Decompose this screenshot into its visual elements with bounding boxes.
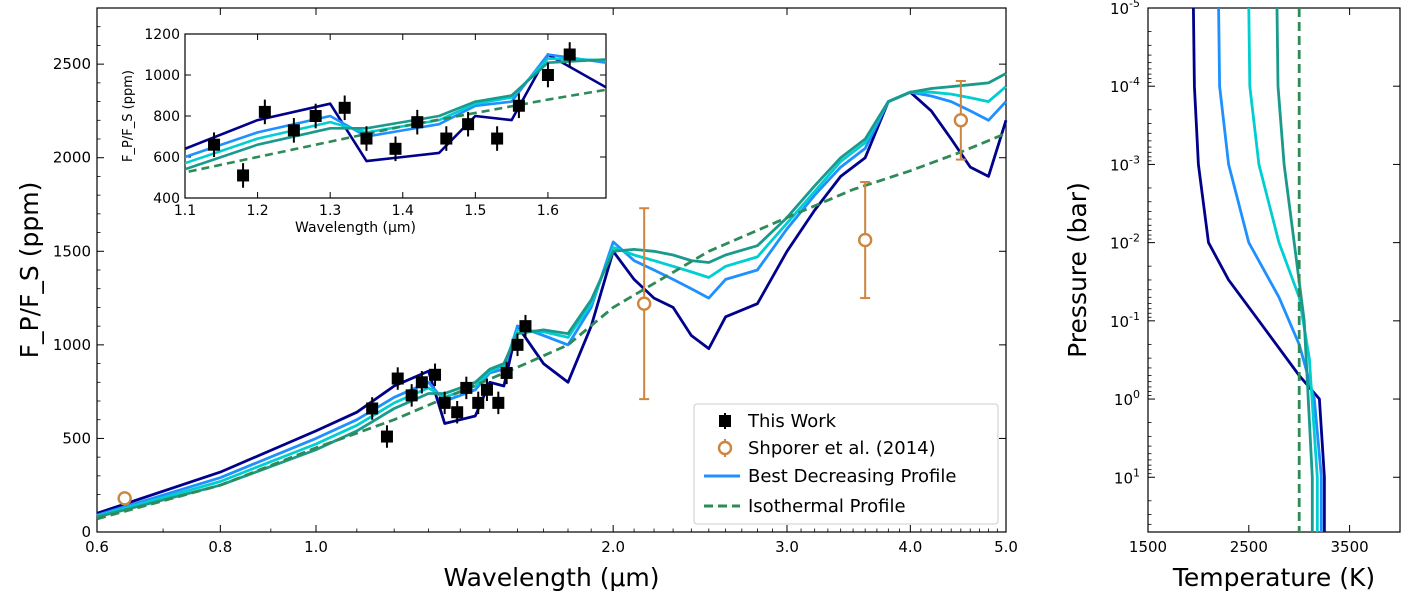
pt-series-line-0: [1192, 8, 1326, 532]
main-series-line-4: [96, 132, 1007, 521]
main-y-tick-label: 0: [81, 523, 91, 541]
this-work-point: [500, 366, 513, 379]
this-work-point: [380, 430, 393, 443]
inset-x-tick-label: 1.1: [174, 203, 196, 219]
main-y-tick-label: 2500: [53, 55, 91, 73]
pt-x-tick-label: 3500: [1331, 538, 1369, 556]
shporer-point: [117, 491, 132, 506]
this-work-point: [460, 381, 473, 394]
this-work-point: [511, 338, 524, 351]
shporer-point: [857, 232, 873, 248]
main-legend: This Work Shporer et al. (2014) Best Decre…: [693, 403, 999, 525]
pt-y-tick-label: 10-4: [1110, 75, 1140, 96]
pt-x-tick-label: 2500: [1230, 538, 1268, 556]
this-work-point: [492, 396, 505, 409]
inset-this-work-point: [309, 110, 322, 122]
inset-this-work-point: [512, 99, 525, 112]
inset-chart: 1.1 1.2 1.3 1.4 1.5 1.6 400 600 800 1000 1200 Wavel…: [121, 20, 610, 238]
inset-this-work-point: [563, 48, 576, 61]
inset-x-tick-label: 1.6: [537, 203, 559, 219]
pt-series-group: [1192, 8, 1326, 532]
pt-series-line-3: [1275, 8, 1314, 532]
main-y-tick-label: 500: [62, 429, 91, 447]
pt-series-line-2: [1247, 8, 1319, 532]
pt-series-line-1: [1217, 8, 1323, 532]
inset-y-axis-label: F_P/F_S (ppm): [121, 70, 136, 162]
legend-marker-this-work: [719, 415, 731, 427]
inset-series-line-4: [185, 88, 606, 174]
inset-this-work-point: [491, 132, 504, 145]
inset-this-work-point: [237, 169, 250, 182]
inset-this-work-point: [258, 105, 271, 118]
main-x-axis-label: Wavelength (μm): [443, 563, 659, 592]
inset-this-work-point: [338, 101, 351, 114]
main-y-axis-label: F_P/F_S (ppm): [15, 182, 44, 359]
pt-y-tick-label: 10-2: [1110, 232, 1140, 253]
pt-y-tick-label: 10-3: [1110, 153, 1140, 174]
this-work-point: [429, 368, 442, 381]
this-work-point: [480, 383, 493, 396]
inset-this-work-point: [360, 132, 373, 145]
this-work-point: [366, 402, 379, 415]
main-x-tick-label: 5.0: [994, 538, 1018, 556]
legend-label: Shporer et al. (2014): [748, 438, 936, 459]
this-work-point: [472, 396, 485, 409]
main-y-tick-label: 1000: [53, 336, 91, 354]
inset-y-tick-label: 400: [153, 191, 180, 207]
legend-marker-shporer: [717, 440, 733, 456]
this-work-point: [438, 396, 451, 409]
legend-label: Best Decreasing Profile: [748, 466, 956, 487]
this-work-point: [391, 372, 404, 385]
inset-x-tick-label: 1.4: [392, 203, 414, 219]
pt-plot-frame: [1147, 7, 1401, 533]
main-y-tick-label: 1500: [53, 242, 91, 260]
this-work-point: [519, 320, 532, 333]
inset-this-work-point: [389, 142, 402, 155]
pt-y-axis-label: Pressure (bar): [1063, 182, 1092, 358]
legend-label: This Work: [747, 411, 837, 432]
main-x-tick-label: 1.0: [304, 538, 328, 556]
pt-chart: 1500 2500 3500 10-5 10-4 10-3 10-2 10-1 100 101 Te…: [1063, 0, 1401, 592]
inset-this-work-point: [411, 116, 424, 129]
inset-x-tick-label: 1.2: [246, 203, 268, 219]
shporer-point: [636, 296, 652, 311]
main-y-tick-label: 2000: [53, 149, 91, 167]
main-chart: 0.6 0.8 1.0 2.0 3.0 4.0 5.0 0 500 1000 1500 2000 250…: [15, 7, 1018, 592]
this-work-point: [405, 389, 418, 402]
pt-y-tick-label: 100: [1114, 388, 1140, 409]
inset-y-tick-label: 1000: [144, 68, 180, 84]
inset-x-tick-label: 1.5: [464, 203, 486, 219]
inset-x-axis-label: Wavelength (μm): [295, 220, 416, 236]
legend-label: Isothermal Profile: [748, 496, 906, 517]
this-work-point: [415, 376, 428, 389]
pt-y-tick-label: 101: [1114, 466, 1140, 487]
inset-y-tick-label: 800: [153, 109, 180, 125]
inset-this-work-point: [440, 132, 453, 145]
main-x-tick-label: 3.0: [775, 538, 799, 556]
inset-this-work-point: [541, 69, 554, 81]
main-x-tick-label: 0.8: [208, 538, 232, 556]
main-x-tick-label: 2.0: [601, 538, 625, 556]
pt-y-tick-label: 10-1: [1110, 310, 1140, 331]
pt-x-axis-label: Temperature (K): [1172, 563, 1375, 592]
inset-x-tick-label: 1.3: [319, 203, 341, 219]
shporer-point: [953, 113, 969, 128]
inset-y-tick-label: 600: [153, 150, 180, 166]
inset-this-work-point: [208, 138, 221, 151]
main-x-tick-label: 0.6: [85, 538, 109, 556]
inset-y-tick-label: 1200: [144, 27, 180, 43]
pt-x-tick-label: 1500: [1129, 538, 1167, 556]
pt-y-tick-label: 10-5: [1110, 0, 1140, 18]
inset-this-work-point: [287, 124, 300, 137]
main-x-tick-label: 4.0: [898, 538, 922, 556]
legend-frame: [693, 403, 999, 525]
this-work-point: [451, 406, 464, 419]
inset-this-work-point: [462, 118, 475, 131]
